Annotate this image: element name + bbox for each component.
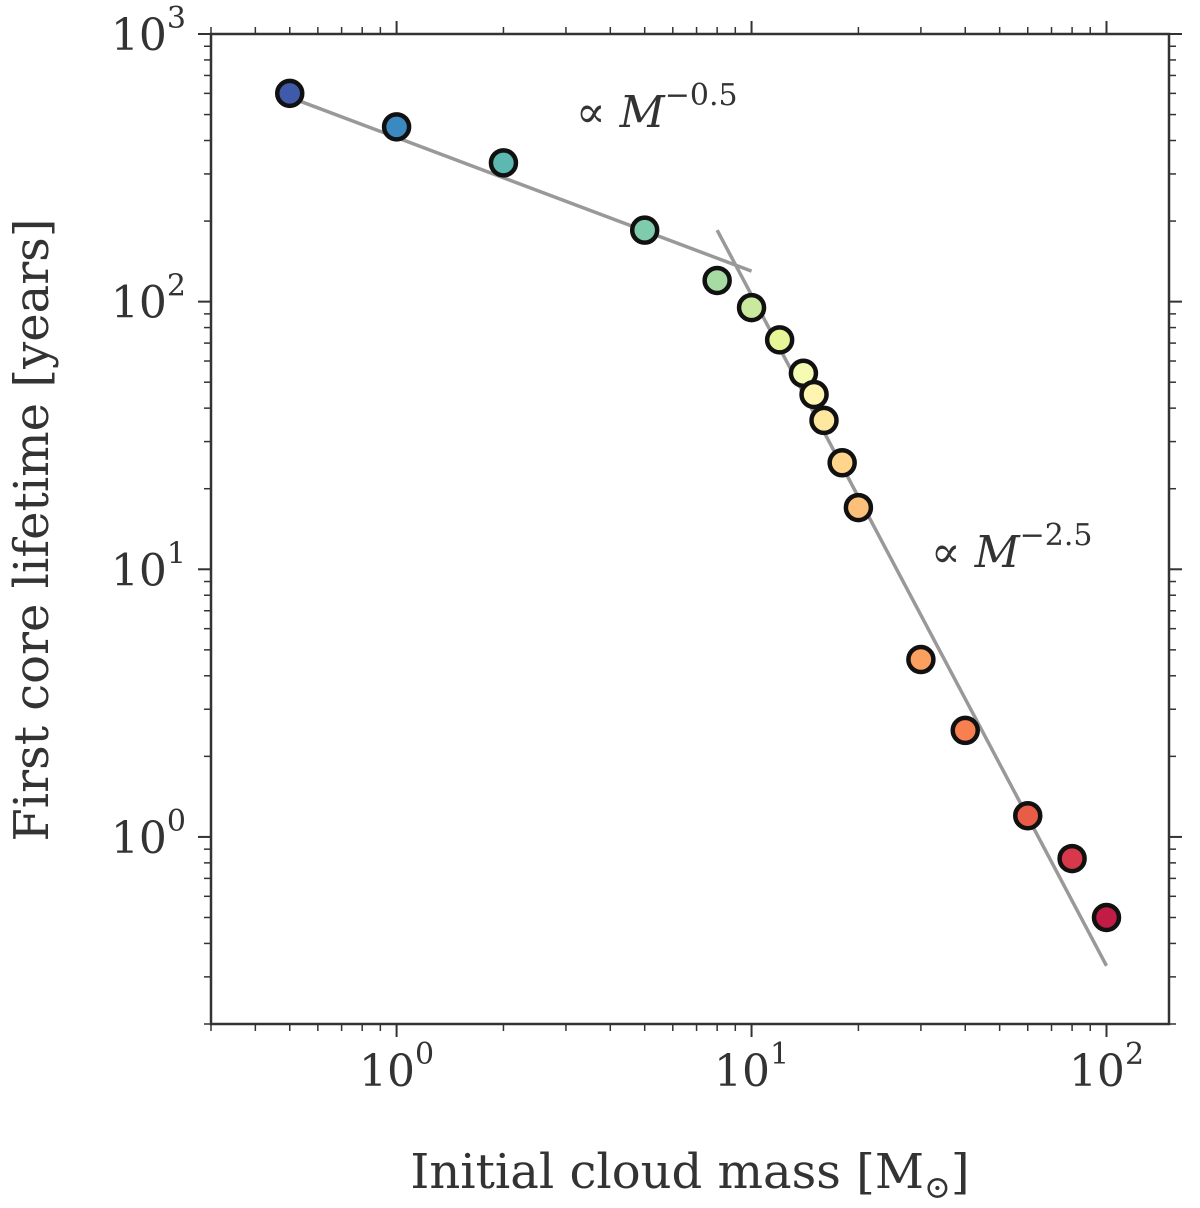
data-point <box>629 215 660 245</box>
y-tick-label: 100 <box>111 804 186 864</box>
data-point <box>488 148 519 178</box>
data-point <box>764 325 795 355</box>
y-tick-label-exponent: 0 <box>167 804 186 839</box>
y-tick-label: 102 <box>111 269 186 329</box>
y-tick-label-base: 10 <box>111 278 167 329</box>
x-axis-title-unit-symbol: ⊙ <box>924 1168 951 1206</box>
y-tick-label-exponent: 2 <box>167 269 186 304</box>
data-point <box>950 715 980 746</box>
x-tick-label: 100 <box>359 1037 434 1097</box>
x-tick-label-base: 10 <box>714 1046 770 1097</box>
y-axis-title: First core lifetime [years] <box>4 218 60 841</box>
x-tick-label-base: 10 <box>1069 1046 1125 1097</box>
y-tick-label-base: 10 <box>111 545 167 596</box>
annotation-exponent: −0.5 <box>665 78 738 113</box>
data-point <box>274 78 305 109</box>
x-tick-label-base: 10 <box>359 1046 415 1097</box>
x-tick-label: 102 <box>1069 1037 1144 1097</box>
data-point <box>1013 800 1043 831</box>
x-axis-title-end: ] <box>951 1144 970 1200</box>
annotation-variable: M <box>974 527 1021 578</box>
data-point <box>809 405 839 436</box>
data-points <box>274 78 1122 933</box>
y-tick-label: 101 <box>111 536 186 596</box>
power-law-annotation-1: ∝ M−0.5 <box>576 78 738 138</box>
data-point <box>1057 843 1087 874</box>
data-point <box>702 265 732 296</box>
major-ticks <box>198 21 1182 1037</box>
y-tick-label: 103 <box>111 1 186 61</box>
minor-ticks <box>204 27 1176 1031</box>
data-point <box>827 448 857 478</box>
data-point <box>381 112 412 142</box>
annotation-prefix: ∝ <box>576 87 620 138</box>
data-point <box>1091 902 1122 933</box>
data-point <box>799 379 829 410</box>
x-tick-label: 101 <box>714 1037 789 1097</box>
data-point <box>736 292 767 323</box>
data-point <box>843 492 874 523</box>
y-tick-label-exponent: 3 <box>167 1 186 36</box>
y-tick-label-exponent: 1 <box>167 536 186 571</box>
annotation-variable: M <box>619 87 666 138</box>
annotations: ∝ M−0.5∝ M−2.5 <box>576 78 1093 578</box>
x-tick-label-exponent: 0 <box>415 1037 434 1072</box>
plot-frame <box>209 32 1171 1026</box>
x-axis-title-text: Initial cloud mass [M <box>410 1144 924 1200</box>
x-tick-label-exponent: 2 <box>1125 1037 1144 1072</box>
y-tick-label-base: 10 <box>111 813 167 864</box>
annotation-prefix: ∝ <box>931 527 975 578</box>
power-law-annotation-2: ∝ M−2.5 <box>931 518 1093 578</box>
x-axis-title: Initial cloud mass [M⊙] <box>410 1144 969 1206</box>
fit-line-shallow <box>289 95 753 273</box>
x-tick-labels: 100 101 102 <box>359 1037 1144 1097</box>
data-point <box>906 644 936 675</box>
y-tick-label-base: 10 <box>111 10 167 61</box>
x-tick-label-exponent: 1 <box>770 1037 789 1072</box>
annotation-exponent: −2.5 <box>1020 518 1093 553</box>
